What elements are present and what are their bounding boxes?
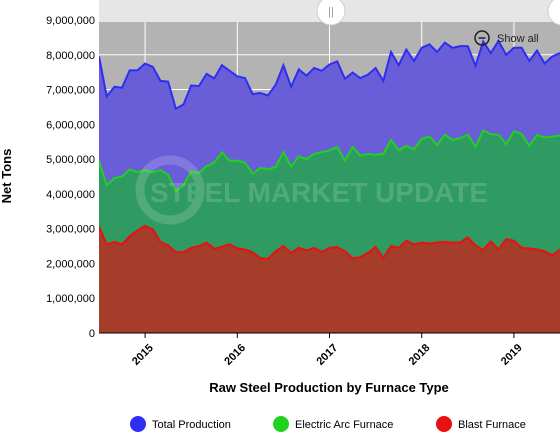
legend-marker	[130, 416, 146, 432]
line-electric-arc-furnace	[99, 129, 560, 193]
x-tick-label: 2015	[130, 342, 156, 368]
legend-item-blast[interactable]: Blast Furnace	[436, 416, 526, 432]
legend-label: Total Production	[152, 419, 231, 431]
watermark: STEEL MARKET UPDATE	[135, 155, 488, 225]
x-axis-title: Raw Steel Production by Furnace Type	[209, 380, 449, 395]
legend-label: Blast Furnace	[458, 419, 526, 431]
y-tick-label: 2,000,000	[46, 258, 95, 270]
legend-item-total[interactable]: Total Production	[130, 416, 231, 432]
y-tick-label: 5,000,000	[46, 154, 95, 166]
series-layer	[99, 38, 560, 333]
watermark-text: STEEL MARKET UPDATE	[150, 177, 488, 208]
y-tick-label: 6,000,000	[46, 119, 95, 131]
legend-label: Electric Arc Furnace	[295, 419, 393, 431]
y-tick-label: 1,000,000	[46, 293, 95, 305]
x-tick-label: 2018	[407, 342, 433, 368]
show-all-button[interactable]: Show all	[474, 30, 539, 46]
y-axis-title: Net Tons	[0, 149, 14, 204]
navigator-left-handle-grip: ||	[328, 6, 334, 18]
navigator-left-handle[interactable]: ||	[316, 0, 346, 26]
line-blast-furnace	[99, 224, 560, 261]
y-tick-label: 4,000,000	[46, 189, 95, 201]
area-blast-furnace	[99, 225, 560, 333]
y-tick-label: 9,000,000	[46, 15, 95, 27]
watermark-logo-icon	[135, 155, 205, 225]
legend-marker	[273, 416, 289, 432]
x-tick-label: 2016	[222, 342, 248, 368]
legend-item-eaf[interactable]: Electric Arc Furnace	[273, 416, 393, 432]
line-total-production	[99, 38, 560, 111]
x-axis-ticks: 2015 2016 2017 2018 2019	[130, 333, 525, 368]
show-all-label: Show all	[497, 33, 539, 45]
y-tick-label: 0	[89, 328, 95, 340]
navigator: ||	[99, 0, 560, 26]
legend-marker	[436, 416, 452, 432]
zoom-out-icon	[474, 30, 490, 46]
y-tick-label: 3,000,000	[46, 224, 95, 236]
x-tick-label: 2017	[314, 342, 340, 368]
y-axis-ticks: 0 1,000,000 2,000,000 3,000,000 4,000,000 5,0…	[46, 15, 95, 340]
legend: Total Production Electric Arc Furnace Blas…	[130, 416, 526, 432]
y-tick-label: 7,000,000	[46, 85, 95, 97]
navigator-right-handle[interactable]	[547, 0, 560, 26]
y-tick-label: 8,000,000	[46, 50, 95, 62]
x-tick-label: 2019	[499, 342, 525, 368]
